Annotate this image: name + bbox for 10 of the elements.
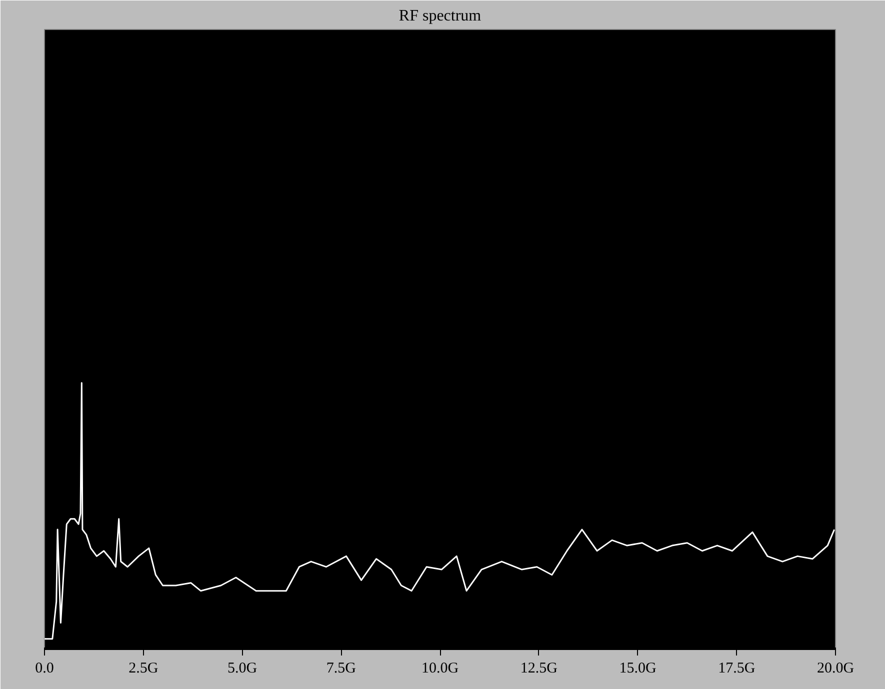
- x-tick-label: 15.0G: [619, 660, 656, 676]
- x-tick-label: 12.5G: [520, 660, 558, 676]
- x-tick-label: 5.0G: [227, 660, 258, 676]
- x-tick-label: 10.0G: [421, 660, 459, 676]
- x-tick-label: 20.0G: [816, 660, 854, 676]
- x-tick-label: 2.5G: [128, 660, 158, 676]
- x-tick-label: 17.5G: [718, 660, 756, 676]
- x-tick-label: 0.0: [35, 660, 54, 676]
- chart-title: RF spectrum: [398, 8, 482, 24]
- x-tick-label: 7.5G: [326, 660, 356, 676]
